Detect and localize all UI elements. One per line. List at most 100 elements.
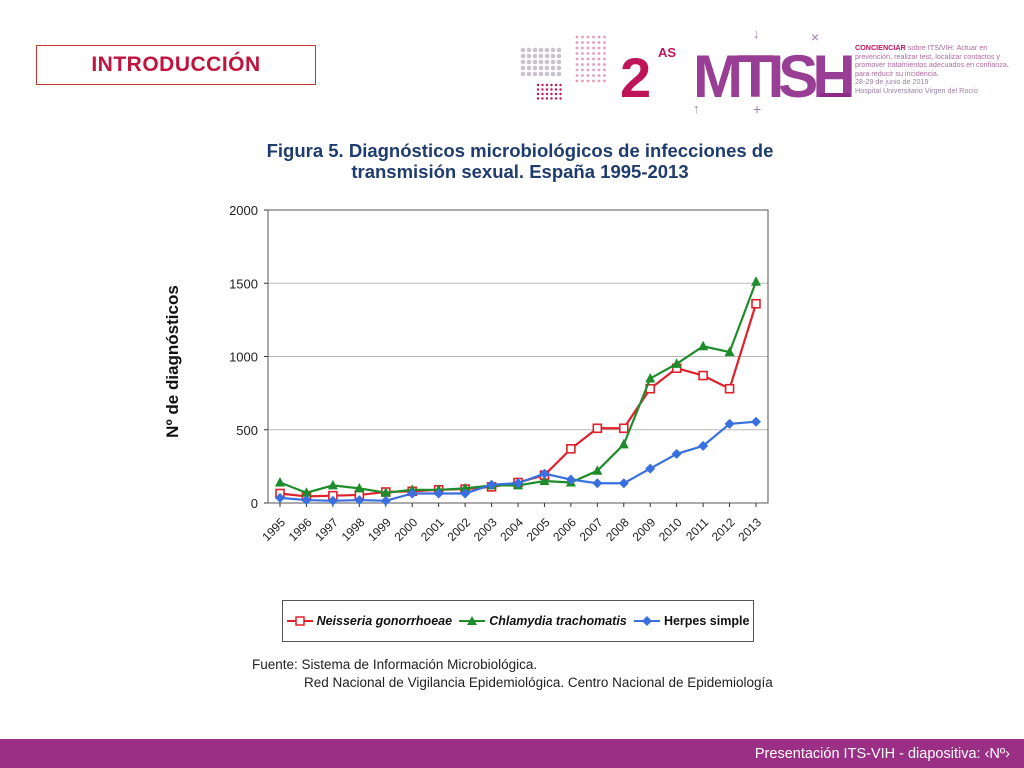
data-point — [645, 463, 656, 474]
chart-source: Fuente: Sistema de Información Microbiol… — [252, 656, 773, 692]
logo-wordmark: MTISH — [693, 43, 852, 110]
legend-marker-square-icon — [286, 616, 313, 626]
x-tick-label: 1996 — [286, 515, 315, 544]
logo-dot — [586, 46, 590, 50]
logo-dot — [597, 52, 601, 55]
data-point — [724, 383, 735, 394]
logo-dot — [575, 63, 579, 66]
logo-dot — [544, 47, 550, 53]
legend-marker-triangle-icon — [459, 616, 486, 625]
logo-dot — [559, 92, 562, 96]
logo-dot — [575, 52, 579, 55]
logo-dot — [526, 65, 532, 71]
logo-dot — [603, 74, 606, 77]
logo-dot — [550, 97, 553, 100]
logo-dot — [554, 92, 558, 96]
logo-dot-pattern — [520, 35, 606, 100]
logo-dot — [532, 65, 538, 71]
logo-dot — [603, 35, 606, 39]
logo-dot — [532, 71, 538, 77]
legend-label-herpes: Herpes simple — [663, 614, 750, 628]
logo-dot — [538, 53, 544, 59]
logo-dot — [592, 63, 595, 66]
logo-dot — [586, 57, 590, 61]
figure-title: Figura 5. Diagnósticos microbiológicos d… — [266, 140, 774, 182]
x-tick-label: 1995 — [259, 515, 288, 544]
data-point — [460, 488, 471, 499]
x-tick-label: 2005 — [524, 515, 553, 544]
logo-dot — [526, 47, 532, 53]
logo-dot — [592, 46, 595, 50]
logo-dot — [581, 57, 584, 61]
logo-dot — [586, 74, 590, 77]
logo-underline — [820, 93, 850, 97]
legend-item-neisseria: Neisseria gonorrhoeae — [286, 614, 452, 628]
logo-dot — [592, 79, 595, 83]
data-point — [327, 495, 338, 506]
y-tick-label: 500 — [236, 423, 258, 438]
logo-dot — [603, 79, 606, 83]
logo-dot — [586, 79, 590, 83]
logo-dot — [550, 47, 556, 53]
x-tick-label: 2009 — [630, 515, 659, 544]
data-point — [327, 479, 338, 490]
logo-dot — [592, 41, 595, 44]
x-tick-label: 2001 — [418, 515, 447, 544]
logo-dot — [559, 83, 562, 87]
logo-dot — [536, 88, 540, 91]
logo-dot — [597, 63, 601, 66]
logo-dot — [520, 71, 526, 77]
x-tick-label: 2003 — [471, 515, 500, 544]
logo-dot — [526, 71, 532, 77]
legend-item-herpes: Herpes simple — [633, 614, 750, 628]
logo-dot — [597, 46, 601, 50]
data-point — [433, 488, 444, 499]
logo-dot — [541, 83, 544, 87]
data-point — [698, 370, 708, 381]
logo-dot — [575, 74, 579, 77]
data-point — [645, 372, 656, 383]
logo-dot — [592, 57, 595, 61]
logo-dot — [541, 88, 544, 91]
logo-dot — [520, 53, 526, 59]
logo-dot — [581, 68, 584, 72]
event-logo: 2 AS MTISH ↓ ↑ × + — [520, 26, 858, 117]
data-point — [354, 495, 365, 506]
x-tick-label: 2002 — [444, 515, 473, 544]
chart-legend: Neisseria gonorrhoeae Chlamydia trachoma… — [282, 600, 754, 642]
data-point — [407, 488, 418, 499]
logo-dot — [597, 79, 601, 83]
logo-dot — [581, 74, 584, 77]
logo-dot — [554, 88, 558, 91]
logo-dot — [575, 79, 579, 83]
logo-dot — [581, 63, 584, 66]
data-point — [380, 487, 391, 497]
logo-dot — [556, 71, 562, 77]
logo-cross-icon: × — [811, 29, 819, 45]
data-point — [698, 440, 709, 451]
line-chart: 0500100015002000199519961997199819992000… — [163, 203, 769, 544]
y-tick-label: 2000 — [229, 203, 258, 218]
logo-dot — [586, 63, 590, 66]
logo-edition: 2 — [620, 46, 651, 109]
logo-dot — [550, 65, 556, 71]
x-tick-label: 1997 — [312, 515, 341, 544]
logo-tagline: CONCIENCIAR sobre ITS/VIH: Actuar en pre… — [855, 43, 1009, 95]
x-tick-label: 2012 — [709, 515, 738, 544]
logo-dot — [554, 97, 558, 100]
logo-dot — [592, 52, 595, 55]
data-point — [539, 468, 550, 479]
source-line-2: Red Nacional de Vigilancia Epidemiológic… — [304, 675, 773, 690]
x-tick-label: 2013 — [735, 515, 764, 544]
logo-dot — [541, 92, 544, 96]
logo-dot — [550, 59, 556, 65]
logo-dot — [603, 68, 606, 72]
legend-marker-diamond-icon — [633, 616, 660, 626]
data-point — [618, 478, 629, 489]
logo-dot — [538, 47, 544, 53]
data-point — [301, 487, 312, 497]
data-point — [671, 448, 682, 459]
y-tick-label: 1500 — [229, 276, 258, 291]
data-point — [565, 474, 576, 485]
data-point — [592, 478, 603, 489]
